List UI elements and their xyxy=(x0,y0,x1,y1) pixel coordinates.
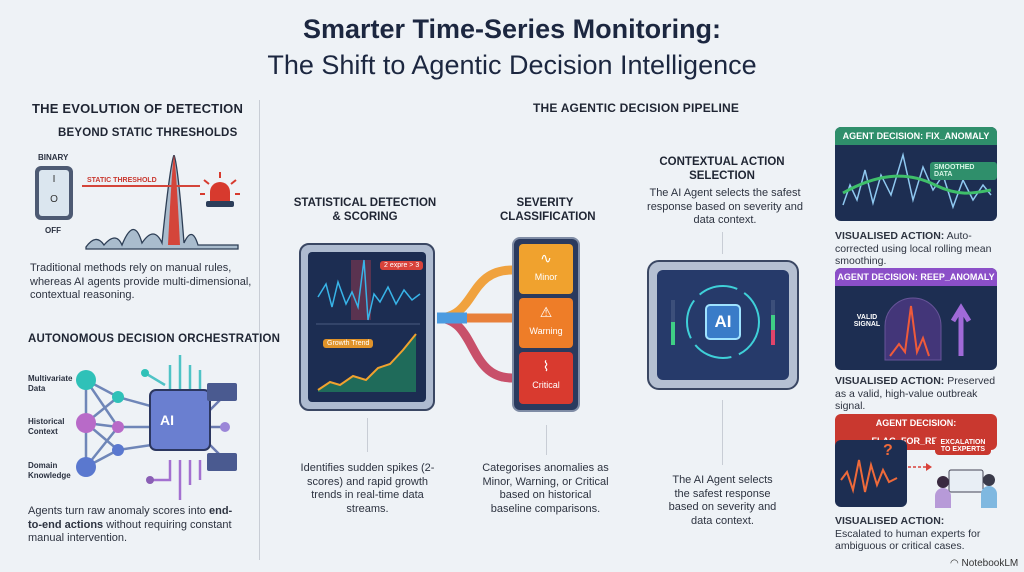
ambiguous-wave xyxy=(840,459,898,494)
ai-chip-icon xyxy=(149,389,211,451)
pipeline-heading: THE AGENTIC DECISION PIPELINE xyxy=(533,101,740,115)
connector xyxy=(546,425,547,455)
alarm-siren-icon xyxy=(200,172,240,207)
severity-panel: ∿ Minor ⚠ Warning ⌇ Critical xyxy=(512,237,580,412)
heartbeat-icon: ⌇ xyxy=(542,358,550,374)
input-domain-knowledge: Domain Knowledge xyxy=(28,461,71,480)
severity-critical[interactable]: ⌇ Critical xyxy=(519,352,573,404)
title-line-2: The Shift to Agentic Decision Intelligen… xyxy=(267,50,757,80)
console-graphics xyxy=(671,285,775,359)
input-multivariate-data: Multivariate Data xyxy=(28,374,73,393)
connector xyxy=(722,232,723,254)
column-divider xyxy=(259,100,260,560)
caption-bold: VISUALISED ACTION: xyxy=(835,375,945,387)
heading-line: STATISTICAL DETECTION xyxy=(293,197,437,209)
threshold-chart xyxy=(82,155,239,250)
valid-signal-dome xyxy=(884,297,972,361)
smoothed-data-badge: SMOOTHED DATA xyxy=(930,162,997,180)
human-experts-icon xyxy=(935,469,997,508)
flow-arrows xyxy=(437,265,513,383)
detection-heading: STATISTICAL DETECTION & SCORING xyxy=(290,196,440,224)
heading-line: CLASSIFICATION xyxy=(500,211,596,223)
dashed-arrow-icon xyxy=(908,463,932,471)
branding-label: NotebookLM xyxy=(961,558,1019,569)
decision-label: AGENT DECISION: REEP_ANOMALY xyxy=(835,268,997,286)
evolution-text: Traditional methods rely on manual rules… xyxy=(30,262,252,301)
caption-text: Escalated to human experts for ambiguous… xyxy=(835,527,981,553)
ai-agent-console: AI xyxy=(647,260,799,390)
heading-line: SELECTION xyxy=(689,170,755,182)
ai-network-diagram xyxy=(76,355,237,500)
switch-on-glyph: I xyxy=(52,174,56,185)
question-mark-icon: ? xyxy=(883,442,893,459)
caption-bold: VISUALISED ACTION: xyxy=(835,230,945,242)
heading-line: & SCORING xyxy=(332,211,398,223)
input-historical-context: Historical Context xyxy=(28,417,65,436)
decision-label: AGENT DECISION: FIX_ANOMALY xyxy=(835,127,997,145)
heading-line: CONTEXTUAL ACTION xyxy=(659,156,785,168)
title-line-1: Smarter Time-Series Monitoring: xyxy=(302,14,722,44)
heading-line: SEVERITY xyxy=(516,197,574,209)
action-text-bottom: The AI Agent selects the safest response… xyxy=(668,474,777,527)
ambiguous-signal-panel: ? xyxy=(835,440,907,507)
connector xyxy=(367,418,368,452)
decision-card-keep: AGENT DECISION: REEP_ANOMALY VALID SIGNA… xyxy=(835,268,997,370)
detection-monitor: 2 expre > 3 Growth Trend xyxy=(299,243,435,411)
caption-bold: VISUALISED ACTION: xyxy=(835,515,945,527)
ai-chip-icon: AI xyxy=(705,304,741,340)
severity-warning[interactable]: ⚠ Warning xyxy=(519,298,573,348)
action-text-top: The AI Agent selects the safest response… xyxy=(647,187,803,226)
severity-heading: SEVERITY CLASSIFICATION xyxy=(500,196,596,224)
smoothing-chart xyxy=(842,152,992,210)
valid-signal-label: VALID SIGNAL xyxy=(853,314,881,328)
signal-area xyxy=(85,155,239,250)
decision-caption-flag: VISUALISED ACTION: Escalated to human exp… xyxy=(835,515,1005,553)
action-heading: CONTEXTUAL ACTION SELECTION xyxy=(652,155,792,183)
spike-label: 2 expre > 3 xyxy=(380,261,424,270)
evolution-subheading: BEYOND STATIC THRESHOLDS xyxy=(58,127,238,139)
decision-caption-keep: VISUALISED ACTION: Preserved as a valid,… xyxy=(835,375,1005,413)
warning-triangle-icon: ⚠ xyxy=(539,304,553,320)
text-bold: end-to-end actions xyxy=(28,505,233,531)
severity-label: Minor xyxy=(534,272,558,282)
switch-label-binary: BINARY xyxy=(38,153,69,162)
spike xyxy=(168,155,180,245)
severity-label: Critical xyxy=(532,380,560,390)
switch-label-off: OFF xyxy=(45,226,61,235)
node-domain xyxy=(76,457,96,477)
connector xyxy=(722,400,723,465)
severity-minor[interactable]: ∿ Minor xyxy=(519,244,573,294)
detection-charts xyxy=(316,259,421,392)
ai-chip-label: AI xyxy=(160,412,174,428)
severity-label: Warning xyxy=(529,326,563,336)
orchestration-text: Agents turn raw anomaly scores into end-… xyxy=(28,505,238,546)
threshold-label: STATIC THRESHOLD xyxy=(87,177,157,184)
text-part: without requiring constant manual interv… xyxy=(28,518,232,545)
caption-text: Auto-corrected using local rolling mean … xyxy=(835,230,992,267)
switch-off-glyph: O xyxy=(50,194,58,205)
detection-text: Identifies sudden spikes (2-scores) and … xyxy=(300,462,435,515)
escalation-badge: EXCALATION TO EXPERTS xyxy=(935,437,991,455)
notebooklm-branding: ◠ NotebookLM xyxy=(950,558,1018,569)
pulse-icon: ∿ xyxy=(540,250,552,266)
decision-card-fix: AGENT DECISION: FIX_ANOMALY SMOOTHED DAT… xyxy=(835,127,997,221)
decision-caption-fix: VISUALISED ACTION: Auto-corrected using … xyxy=(835,230,1005,268)
node-historical xyxy=(76,413,96,433)
orchestration-heading: AUTONOMOUS DECISION ORCHESTRATION xyxy=(28,333,281,345)
notebooklm-logo-icon: ◠ xyxy=(950,558,962,569)
trend-label: Growth Trend xyxy=(323,339,374,348)
text-part: Agents turn raw anomaly scores into xyxy=(28,505,209,517)
node-multivariate xyxy=(76,370,96,390)
caption-text: Preserved as a valid, high-value outbrea… xyxy=(835,375,996,412)
evolution-heading: THE EVOLUTION OF DETECTION xyxy=(32,101,244,116)
severity-text: Categorises anomalies as Minor, Warning,… xyxy=(482,462,609,515)
